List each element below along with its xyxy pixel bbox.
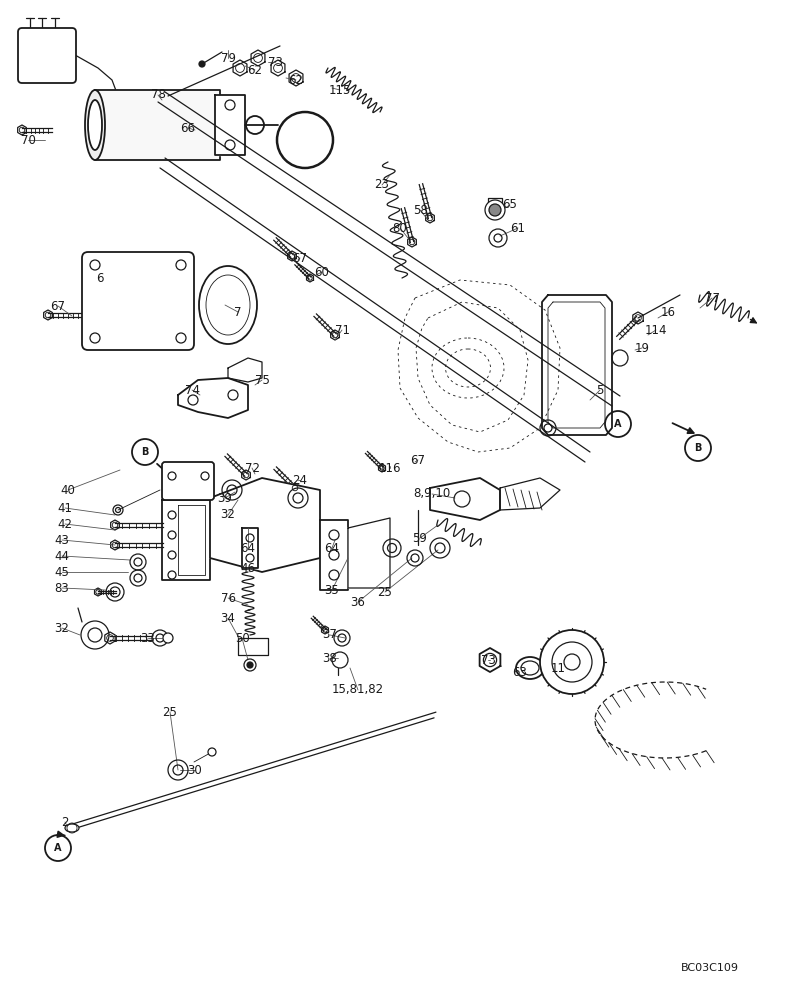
Text: 8,9,10: 8,9,10	[414, 488, 451, 500]
Text: 34: 34	[221, 611, 235, 624]
Text: 114: 114	[645, 324, 667, 336]
Text: 75: 75	[255, 373, 269, 386]
Circle shape	[489, 204, 501, 216]
Text: 79: 79	[221, 51, 235, 64]
Text: 62: 62	[288, 74, 304, 87]
Text: 5: 5	[596, 383, 604, 396]
Text: 64: 64	[241, 542, 255, 554]
Ellipse shape	[65, 824, 79, 832]
Text: 38: 38	[322, 652, 338, 664]
Text: 62: 62	[247, 64, 263, 77]
Text: 39: 39	[217, 491, 233, 504]
Text: 7: 7	[234, 306, 242, 318]
Text: BC03C109: BC03C109	[681, 963, 739, 973]
Text: 63: 63	[512, 666, 528, 678]
Text: 67: 67	[50, 300, 65, 312]
Text: 45: 45	[55, 566, 69, 578]
Text: 43: 43	[55, 534, 69, 546]
Text: 83: 83	[55, 582, 69, 594]
Circle shape	[540, 630, 604, 694]
Circle shape	[485, 200, 505, 220]
Text: 67: 67	[410, 454, 426, 466]
Text: 32: 32	[55, 621, 69, 635]
Text: 74: 74	[184, 383, 200, 396]
Text: 2: 2	[61, 816, 69, 828]
Circle shape	[247, 662, 253, 668]
Text: 77: 77	[705, 292, 719, 304]
Text: 15,81,82: 15,81,82	[332, 684, 384, 696]
Text: 23: 23	[375, 178, 389, 192]
Polygon shape	[210, 478, 320, 572]
Text: 19: 19	[634, 342, 650, 355]
Polygon shape	[242, 528, 258, 568]
Text: 16: 16	[660, 306, 675, 318]
Polygon shape	[430, 478, 500, 520]
Text: 60: 60	[314, 265, 330, 278]
Text: 41: 41	[57, 502, 73, 514]
Text: 73: 73	[267, 55, 283, 68]
Text: 76: 76	[221, 591, 235, 604]
Text: 65: 65	[503, 198, 517, 212]
Text: 32: 32	[221, 508, 235, 522]
Text: 11: 11	[550, 662, 566, 674]
FancyBboxPatch shape	[82, 252, 194, 350]
Text: 80: 80	[393, 222, 407, 234]
Ellipse shape	[85, 90, 105, 160]
Text: 36: 36	[351, 595, 365, 608]
Polygon shape	[95, 90, 220, 160]
Text: 116: 116	[379, 462, 402, 475]
Text: 37: 37	[322, 629, 338, 642]
Text: B: B	[141, 447, 149, 457]
Text: 70: 70	[20, 133, 36, 146]
Circle shape	[244, 659, 256, 671]
Text: 42: 42	[57, 518, 73, 530]
Text: 66: 66	[180, 121, 196, 134]
Text: 25: 25	[162, 706, 178, 718]
Ellipse shape	[516, 657, 544, 679]
Polygon shape	[162, 500, 210, 580]
Text: 50: 50	[234, 632, 250, 645]
Polygon shape	[488, 198, 502, 204]
Text: 78: 78	[150, 89, 166, 102]
Text: 44: 44	[54, 550, 69, 562]
FancyBboxPatch shape	[162, 462, 214, 500]
Text: B: B	[694, 443, 701, 453]
Text: 71: 71	[335, 324, 350, 336]
Text: 40: 40	[61, 484, 75, 496]
Text: 6: 6	[96, 271, 103, 284]
Circle shape	[208, 748, 216, 756]
Polygon shape	[348, 518, 390, 588]
Text: 61: 61	[511, 222, 525, 234]
FancyBboxPatch shape	[18, 28, 76, 83]
Polygon shape	[320, 520, 348, 590]
Text: 64: 64	[325, 542, 339, 554]
Text: 25: 25	[377, 585, 393, 598]
Text: A: A	[54, 843, 61, 853]
Text: A: A	[614, 419, 621, 429]
Circle shape	[199, 61, 205, 67]
Text: 73: 73	[481, 654, 495, 666]
Text: 58: 58	[413, 204, 427, 217]
Polygon shape	[215, 95, 245, 155]
Text: 33: 33	[141, 632, 155, 645]
Text: 35: 35	[325, 584, 339, 596]
Text: 72: 72	[245, 462, 259, 475]
Text: 115: 115	[329, 84, 351, 97]
Text: 59: 59	[413, 532, 427, 544]
Ellipse shape	[88, 100, 102, 150]
Text: 46: 46	[241, 562, 255, 574]
Text: 30: 30	[187, 764, 202, 776]
Circle shape	[163, 633, 173, 643]
Text: 67: 67	[292, 251, 308, 264]
Text: 24: 24	[292, 474, 308, 487]
